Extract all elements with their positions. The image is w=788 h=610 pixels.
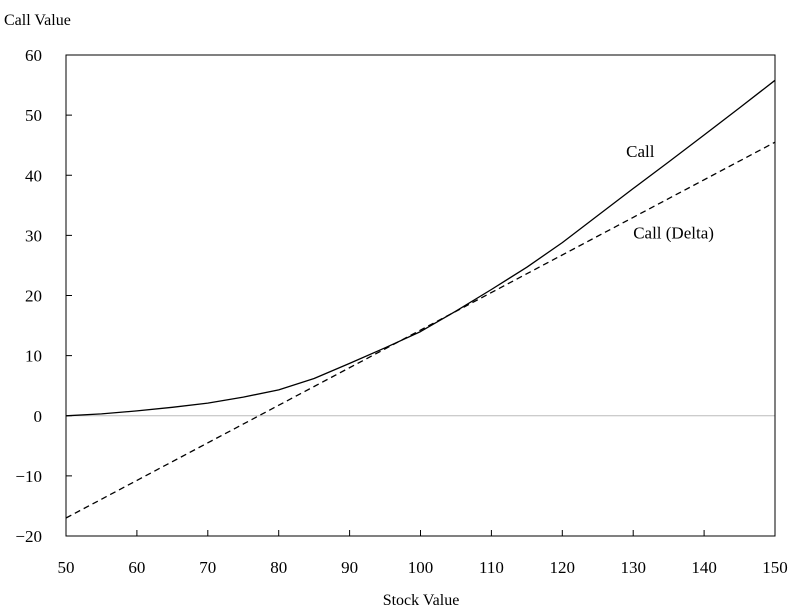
y-tick-label: 20 (25, 287, 42, 306)
y-tick-label: 40 (25, 166, 42, 185)
y-tick-label: 50 (25, 106, 42, 125)
x-tick-label: 130 (620, 558, 646, 577)
y-tick-label: −20 (15, 527, 42, 546)
x-tick-label: 100 (408, 558, 434, 577)
y-tick-label: 10 (25, 347, 42, 366)
series-labels: Call Call (Delta) (626, 142, 714, 242)
y-tick-label: 0 (34, 407, 43, 426)
series-line-call-delta (65, 141, 776, 519)
y-axis-ticks: −20 −10 0 10 20 30 40 50 60 (15, 46, 72, 546)
x-tick-label: 150 (762, 558, 788, 577)
y-tick-label: −10 (15, 467, 42, 486)
x-tick-label: 110 (479, 558, 504, 577)
x-tick-label: 120 (550, 558, 576, 577)
series-line-call (65, 79, 776, 417)
x-axis-ticks: 50 60 70 80 90 100 110 120 130 140 150 (58, 530, 788, 577)
x-tick-label: 70 (199, 558, 216, 577)
plot-frame (65, 54, 776, 537)
x-tick-label: 90 (341, 558, 358, 577)
x-tick-label: 60 (128, 558, 145, 577)
x-tick-label: 80 (270, 558, 287, 577)
series-label-call-delta: Call (Delta) (633, 223, 714, 242)
x-tick-label: 140 (691, 558, 717, 577)
y-tick-label: 30 (25, 226, 42, 245)
x-axis-title: Stock Value (383, 592, 460, 609)
y-axis-title: Call Value (4, 12, 71, 29)
series-layer (65, 79, 776, 519)
series-label-call: Call (626, 142, 655, 161)
y-tick-label: 60 (25, 46, 42, 65)
x-tick-label: 50 (58, 558, 75, 577)
